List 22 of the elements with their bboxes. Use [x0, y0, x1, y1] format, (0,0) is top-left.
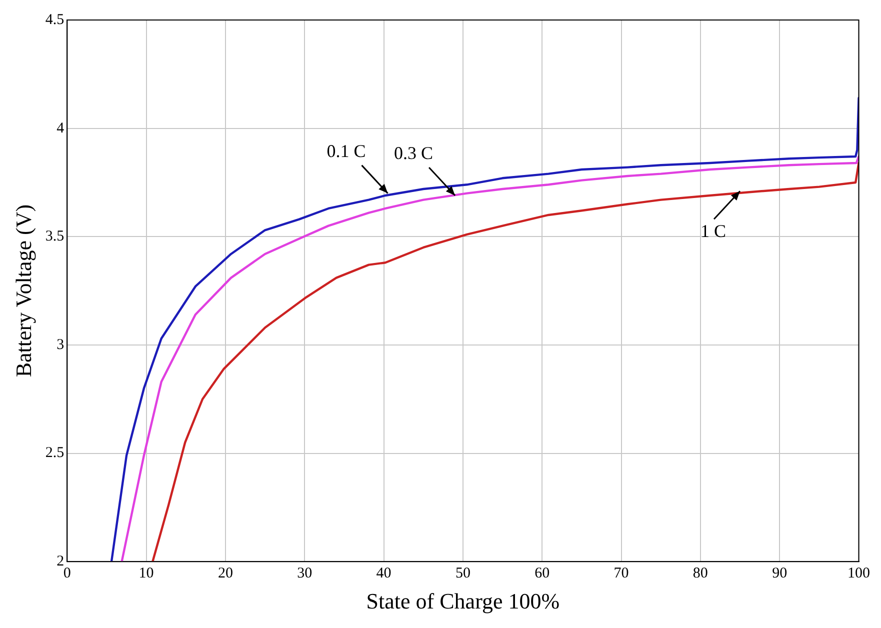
x-tick-label: 30 [297, 566, 312, 582]
y-tick-label: 2 [56, 554, 64, 570]
x-tick-label: 70 [614, 566, 629, 582]
x-tick-label: 40 [376, 566, 392, 582]
x-tick-label: 100 [848, 566, 870, 582]
x-tick-label: 80 [692, 566, 708, 582]
x-tick-label: 90 [772, 566, 788, 582]
x-tick-label: 0 [63, 566, 71, 582]
y-axis-title: Battery Voltage (V) [10, 204, 36, 378]
annotation: 1 C [700, 220, 726, 241]
x-axis-title: State of Charge 100% [366, 588, 560, 614]
y-tick-label: 4 [56, 120, 65, 136]
y-tick-label: 4.5 [45, 12, 64, 28]
y-tick-label: 2.5 [45, 445, 64, 462]
x-tick-label: 10 [138, 566, 154, 582]
x-tick-label: 60 [534, 566, 550, 582]
x-tick-label: 20 [218, 566, 233, 582]
y-tick-label: 3 [56, 336, 64, 353]
y-tick-label: 3.5 [45, 228, 64, 245]
x-tick-label: 50 [455, 566, 470, 582]
annotation: 0.1 C [326, 141, 366, 162]
annotation: 0.3 C [394, 143, 434, 164]
